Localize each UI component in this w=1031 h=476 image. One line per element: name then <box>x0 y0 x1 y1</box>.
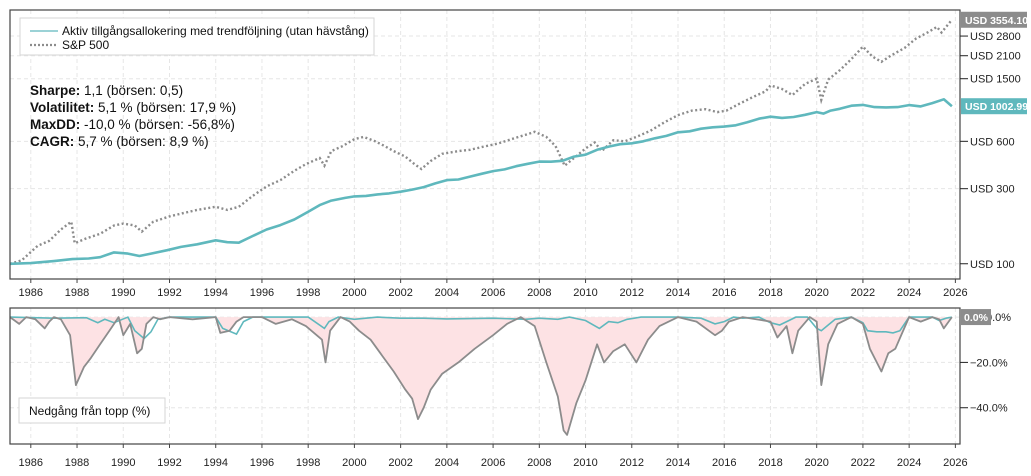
price-chart-frame <box>9 9 961 280</box>
stat-sharpe: Sharpe: 1,1 (börsen: 0,5) <box>30 82 183 99</box>
x-tick-label: 2024 <box>897 287 921 299</box>
x-tick-label: 2010 <box>573 287 597 299</box>
dd-x-tick-label: 1992 <box>157 457 181 469</box>
x-tick-label: 2016 <box>712 287 736 299</box>
drawdown-chart-end-label: 0.0% <box>961 309 991 326</box>
x-tick-label: 2014 <box>666 287 690 299</box>
stat-volatility-label: Volatilitet: <box>30 100 95 115</box>
legend: Aktiv tillgångsallokering med trendföljn… <box>19 17 375 56</box>
drawdown-title: Nedgång från topp (%) <box>29 404 150 418</box>
dd-x-tick-label: 2002 <box>388 457 412 469</box>
x-tick-label: 1996 <box>250 287 274 299</box>
x-tick-label: 1990 <box>111 287 135 299</box>
y-tick-label: USD 100 <box>970 259 1015 271</box>
dd-x-tick-label: 2026 <box>943 457 967 469</box>
y-tick-label: USD 600 <box>970 136 1015 148</box>
stat-cagr-value: 5,7 % (börsen: 8,9 %) <box>78 134 209 149</box>
dd-sp500-line <box>9 316 953 436</box>
drawdown-chart-series <box>9 316 953 436</box>
x-tick-label: 1998 <box>296 287 320 299</box>
end-label-sp500: USD 3554.10 <box>961 11 1028 28</box>
drawdown-chart-frame <box>9 307 961 445</box>
strategy-line <box>9 98 953 266</box>
dd-y-tick-label: 0.0% <box>986 312 1011 324</box>
price-chart-y-axis: USD 100 USD 300 USD 600 USD 1500 USD 2100 USD… <box>960 31 1021 271</box>
legend-label-sp500: S&P 500 <box>62 38 109 52</box>
dd-x-tick-label: 1986 <box>19 457 43 469</box>
price-chart-end-labels: USD 3554.10 USD 1002.99 <box>961 11 1028 115</box>
dd-x-tick-label: 2004 <box>435 457 459 469</box>
x-tick-label: 2002 <box>388 287 412 299</box>
y-tick-label: USD 300 <box>970 184 1015 196</box>
price-chart-x-axis: 1986 1988 1990 1992 1994 1996 1998 2000 2002 2004… <box>19 279 968 299</box>
drawdown-title-box: Nedgång från topp (%) <box>18 397 166 424</box>
dd-x-tick-label: 1990 <box>111 457 135 469</box>
x-tick-label: 2020 <box>804 287 828 299</box>
x-tick-label: 1986 <box>19 287 43 299</box>
dd-x-tick-label: 1988 <box>65 457 89 469</box>
stat-maxdd: MaxDD: -10,0 % (börsen: -56,8%) <box>30 116 235 133</box>
dd-x-tick-label: 2008 <box>527 457 551 469</box>
dd-x-tick-label: 2006 <box>481 457 505 469</box>
y-tick-label: USD 2800 <box>970 31 1021 43</box>
x-tick-label: 1988 <box>65 287 89 299</box>
dd-x-tick-label: 2000 <box>342 457 366 469</box>
end-label-strategy: USD 1002.99 <box>961 98 1028 115</box>
dd-x-tick-label: 2024 <box>897 457 921 469</box>
x-tick-label: 1994 <box>203 287 227 299</box>
end-label-strategy-text: USD 1002.99 <box>965 101 1028 113</box>
y-tick-label: USD 2100 <box>970 51 1021 63</box>
stat-sharpe-value: 1,1 (börsen: 0,5) <box>84 83 184 98</box>
legend-box <box>19 17 375 56</box>
price-chart-series <box>9 19 953 266</box>
x-tick-label: 2018 <box>758 287 782 299</box>
x-tick-label: 2008 <box>527 287 551 299</box>
x-tick-label: 2004 <box>435 287 459 299</box>
x-tick-label: 2006 <box>481 287 505 299</box>
legend-label-strategy: Aktiv tillgångsallokering med trendföljn… <box>62 24 369 38</box>
dd-end-label-bg <box>961 309 991 326</box>
end-label-strategy-bg <box>961 98 1027 115</box>
dd-x-tick-label: 1996 <box>250 457 274 469</box>
stat-cagr: CAGR: 5,7 % (börsen: 8,9 %) <box>30 133 209 150</box>
dd-x-tick-label: 1998 <box>296 457 320 469</box>
x-tick-label: 1992 <box>157 287 181 299</box>
dd-x-tick-label: 1994 <box>203 457 227 469</box>
dd-y-tick-label: −20.0% <box>970 357 1008 369</box>
y-tick-label: USD 1500 <box>970 74 1021 86</box>
end-label-sp500-text: USD 3554.10 <box>965 15 1028 27</box>
dd-x-tick-label: 2020 <box>804 457 828 469</box>
dd-x-tick-label: 2022 <box>851 457 875 469</box>
x-tick-label: 2000 <box>342 287 366 299</box>
stat-volatility: Volatilitet: 5,1 % (börsen: 17,9 %) <box>30 99 236 116</box>
dd-y-tick-label: −40.0% <box>970 403 1008 415</box>
stat-cagr-label: CAGR: <box>30 134 75 149</box>
drawdown-chart-x-axis: 1986 1988 1990 1992 1994 1996 1998 2000 2002 2004… <box>19 444 968 469</box>
drawdown-fill-area <box>10 317 952 435</box>
x-tick-label: 2022 <box>851 287 875 299</box>
x-tick-label: 2012 <box>620 287 644 299</box>
end-label-sp500-bg <box>961 11 1027 28</box>
dd-x-tick-label: 2010 <box>573 457 597 469</box>
stat-maxdd-label: MaxDD: <box>30 117 81 132</box>
sp500-line <box>9 19 953 265</box>
stat-volatility-value: 5,1 % (börsen: 17,9 %) <box>98 100 237 115</box>
drawdown-title-frame <box>18 397 166 424</box>
dd-x-tick-label: 2012 <box>620 457 644 469</box>
dd-x-tick-label: 2014 <box>666 457 690 469</box>
drawdown-chart-y-axis: 0.0% −20.0% −40.0% <box>960 312 1011 415</box>
dd-x-tick-label: 2016 <box>712 457 736 469</box>
stat-sharpe-label: Sharpe: <box>30 83 81 98</box>
dd-end-label-text: 0.0% <box>964 312 989 324</box>
dd-x-tick-label: 2018 <box>758 457 782 469</box>
x-tick-label: 2026 <box>943 287 967 299</box>
stat-maxdd-value: -10,0 % (börsen: -56,8%) <box>84 117 235 132</box>
